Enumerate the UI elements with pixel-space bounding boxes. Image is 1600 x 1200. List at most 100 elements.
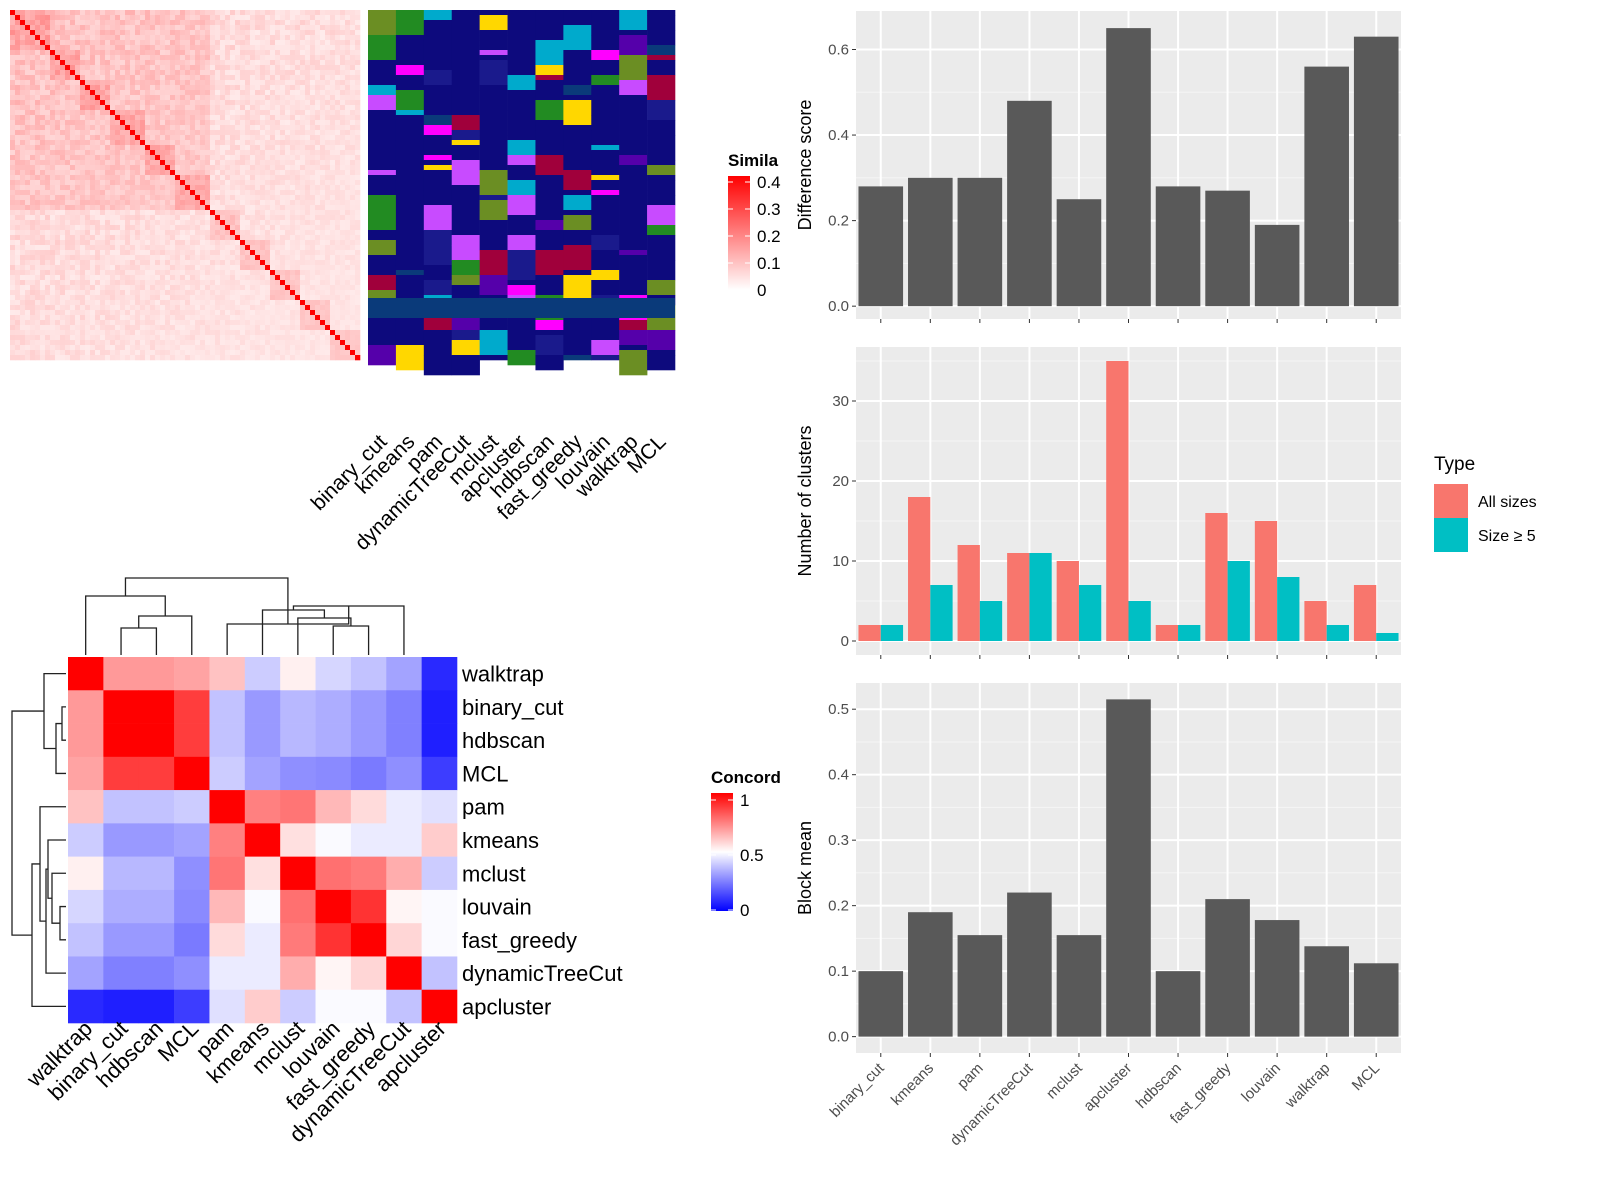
similarity-cell	[320, 30, 326, 36]
similarity-cell	[160, 345, 166, 351]
similarity-cell	[35, 265, 41, 271]
similarity-cell	[80, 80, 86, 86]
similarity-cell	[135, 320, 141, 326]
similarity-cell	[100, 65, 106, 71]
similarity-cell	[270, 135, 276, 141]
similarity-cell	[185, 160, 191, 166]
similarity-cell	[225, 130, 231, 136]
similarity-cell	[260, 70, 266, 76]
similarity-cell	[230, 320, 236, 326]
similarity-cell	[275, 285, 281, 291]
similarity-cell	[30, 175, 36, 181]
similarity-cell	[335, 50, 341, 56]
similarity-cell	[275, 105, 281, 111]
similarity-cell	[30, 90, 36, 96]
similarity-cell	[40, 335, 46, 341]
similarity-cell	[210, 10, 216, 16]
similarity-cell	[160, 30, 166, 36]
similarity-cell	[20, 55, 26, 61]
similarity-cell	[165, 25, 171, 31]
similarity-cell	[220, 140, 226, 146]
similarity-cell	[60, 185, 66, 191]
similarity-cell	[230, 25, 236, 31]
similarity-cell	[260, 265, 266, 271]
similarity-cell	[200, 130, 206, 136]
similarity-cell	[165, 50, 171, 56]
similarity-cell	[130, 50, 136, 56]
similarity-cell	[120, 55, 126, 61]
similarity-cell	[170, 285, 176, 291]
similarity-cell	[340, 290, 346, 296]
similarity-cell	[165, 265, 171, 271]
similarity-cell	[330, 250, 336, 256]
similarity-cell	[305, 45, 311, 51]
similarity-cell	[215, 125, 221, 131]
similarity-cell	[195, 55, 201, 61]
similarity-cell	[260, 225, 266, 231]
similarity-cell	[305, 235, 311, 241]
similarity-cell	[285, 150, 291, 156]
similarity-cell	[200, 315, 206, 321]
similarity-cell	[115, 100, 121, 106]
similarity-cell	[140, 300, 146, 306]
similarity-cell	[90, 145, 96, 151]
similarity-cell	[290, 245, 296, 251]
similarity-cell	[20, 170, 26, 176]
similarity-cell	[160, 115, 166, 121]
similarity-cell	[175, 270, 181, 276]
similarity-cell	[90, 345, 96, 351]
similarity-cell	[255, 340, 261, 346]
similarity-cell	[145, 135, 151, 141]
similarity-cell	[160, 80, 166, 86]
similarity-cell	[290, 240, 296, 246]
similarity-cell	[145, 125, 151, 131]
similarity-cell	[320, 160, 326, 166]
similarity-cell	[125, 75, 131, 81]
similarity-cell	[225, 85, 231, 91]
similarity-cell	[300, 185, 306, 191]
similarity-cell	[30, 170, 36, 176]
similarity-cell	[235, 265, 241, 271]
similarity-cell	[170, 340, 176, 346]
similarity-cell	[330, 165, 336, 171]
similarity-cell	[240, 65, 246, 71]
similarity-cell	[180, 125, 186, 131]
similarity-cell	[330, 220, 336, 226]
similarity-cell	[345, 185, 351, 191]
similarity-cell	[80, 220, 86, 226]
similarity-cell	[20, 20, 26, 26]
similarity-cell	[200, 280, 206, 286]
similarity-cell	[265, 345, 271, 351]
similarity-cell	[330, 265, 336, 271]
similarity-cell	[165, 190, 171, 196]
similarity-cell	[170, 315, 176, 321]
similarity-cell	[55, 135, 61, 141]
similarity-cell	[85, 280, 91, 286]
similarity-cell	[165, 45, 171, 51]
similarity-cell	[310, 320, 316, 326]
similarity-cell	[320, 135, 326, 141]
similarity-cell	[220, 260, 226, 266]
similarity-cell	[15, 170, 21, 176]
similarity-cell	[80, 160, 86, 166]
cluster-assignment-cell	[368, 195, 397, 211]
similarity-cell	[75, 170, 81, 176]
similarity-cell	[335, 280, 341, 286]
similarity-cell	[105, 235, 111, 241]
similarity-cell	[95, 70, 101, 76]
similarity-cell	[255, 140, 261, 146]
similarity-cell	[235, 60, 241, 66]
similarity-cell	[35, 205, 41, 211]
similarity-cell	[230, 300, 236, 306]
similarity-cell	[15, 40, 21, 46]
similarity-cell	[125, 345, 131, 351]
similarity-cell	[225, 355, 231, 361]
similarity-cell	[345, 355, 351, 361]
similarity-cell	[120, 330, 126, 336]
similarity-cell	[230, 130, 236, 136]
similarity-cell	[275, 20, 281, 26]
similarity-cell	[90, 355, 96, 361]
similarity-cell	[15, 130, 21, 136]
similarity-cell	[290, 120, 296, 126]
similarity-cell	[75, 15, 81, 21]
